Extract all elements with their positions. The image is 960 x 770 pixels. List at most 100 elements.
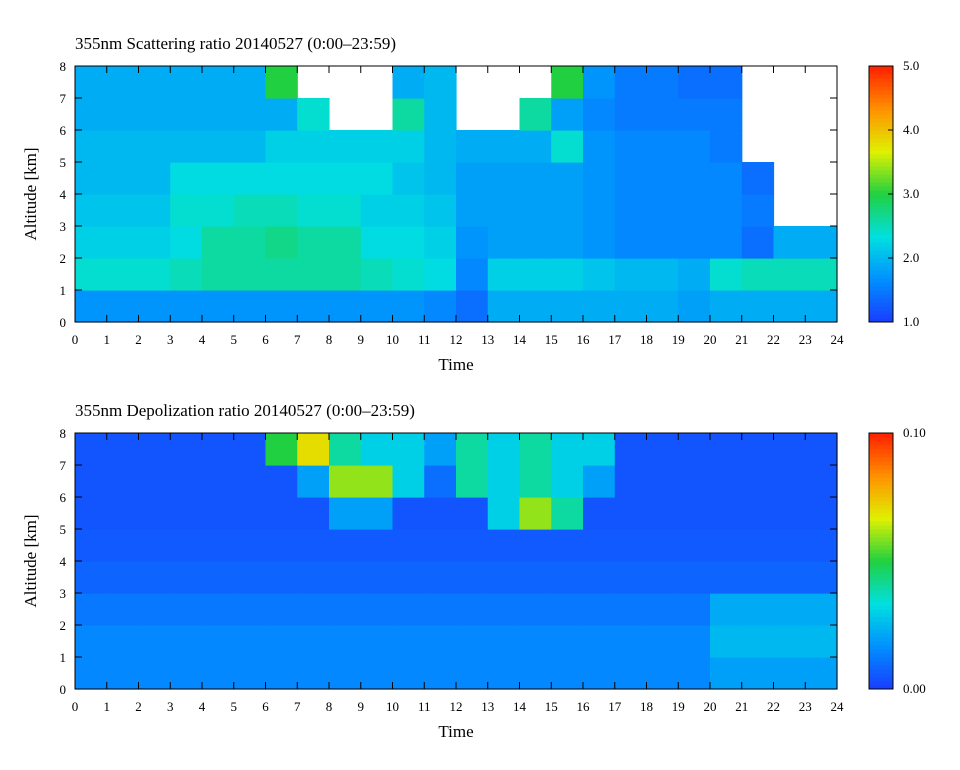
colorbar-tick-label: 0.10 <box>903 425 926 440</box>
heat-cell <box>392 66 425 99</box>
heat-cell <box>424 561 457 594</box>
x-tick-label: 6 <box>262 332 269 347</box>
x-tick-label: 13 <box>481 332 494 347</box>
heat-cell <box>202 561 235 594</box>
colorbar-swatch <box>869 114 893 119</box>
heat-cell <box>487 226 521 259</box>
heat-cell <box>170 593 203 626</box>
heat-cell <box>551 98 584 131</box>
heat-cell <box>138 561 171 594</box>
heat-cell <box>265 529 298 562</box>
x-tick-label: 18 <box>640 332 653 347</box>
colorbar-swatch <box>869 597 893 602</box>
colorbar-swatch <box>869 437 893 442</box>
colorbar-swatch <box>869 206 893 211</box>
colorbar-swatch <box>869 278 893 283</box>
heat-cell <box>202 258 235 291</box>
heat-cell <box>202 98 235 131</box>
colorbar-swatch <box>869 82 893 87</box>
heat-cell <box>773 497 806 530</box>
colorbar-swatch <box>869 102 893 107</box>
colorbar-swatch <box>869 222 893 227</box>
heat-cell <box>75 593 108 626</box>
heat-cell <box>710 66 743 99</box>
heat-cell <box>329 593 362 626</box>
x-tick-label: 14 <box>513 332 527 347</box>
heat-cell <box>170 625 203 658</box>
chart-title: 355nm Scattering ratio 20140527 (0:00–23… <box>75 34 396 53</box>
heat-cell <box>297 258 330 291</box>
heat-cell <box>773 433 806 466</box>
x-tick-label: 11 <box>418 332 431 347</box>
heat-cell <box>265 290 298 323</box>
colorbar-swatch <box>869 66 893 71</box>
heat-cell <box>614 657 648 690</box>
heat-cell <box>456 529 489 562</box>
colorbar-swatch <box>869 146 893 151</box>
heat-cell <box>456 433 489 466</box>
y-tick-label: 6 <box>60 490 67 505</box>
heat-cell <box>614 226 648 259</box>
heat-cell <box>614 625 648 658</box>
heat-cell <box>75 66 108 99</box>
heat-cell <box>170 290 203 323</box>
heat-cell <box>519 561 552 594</box>
heat-cell <box>360 433 394 466</box>
heat-cell <box>678 130 711 163</box>
heat-cell <box>456 258 489 291</box>
colorbar-swatch <box>869 653 893 658</box>
heat-cell <box>519 258 552 291</box>
colorbar-swatch <box>869 274 893 279</box>
heat-cell <box>106 465 140 498</box>
colorbar-tick-label: 0.00 <box>903 681 926 696</box>
heat-cell <box>678 226 711 259</box>
heat-cell <box>392 497 425 530</box>
colorbar-swatch <box>869 605 893 610</box>
heat-cell <box>233 433 267 466</box>
heat-cell <box>805 290 838 323</box>
heat-cell <box>646 465 679 498</box>
x-tick-label: 4 <box>199 332 206 347</box>
x-tick-label: 0 <box>72 699 79 714</box>
heat-cell <box>106 657 140 690</box>
heat-cell <box>741 593 775 626</box>
heat-cell <box>551 226 584 259</box>
colorbar-swatch <box>869 601 893 606</box>
heat-cell <box>678 593 711 626</box>
heat-cell <box>329 194 362 227</box>
x-tick-label: 17 <box>608 699 622 714</box>
colorbar-swatch <box>869 294 893 299</box>
heat-cell <box>265 98 298 131</box>
heat-cell <box>773 529 806 562</box>
y-tick-label: 7 <box>60 91 67 106</box>
heat-cell <box>106 162 140 195</box>
heat-cell <box>519 130 552 163</box>
colorbar-swatch <box>869 637 893 642</box>
heat-cell <box>202 66 235 99</box>
heat-cell <box>265 465 298 498</box>
heat-cell <box>329 226 362 259</box>
heat-cell <box>805 657 838 690</box>
colorbar-swatch <box>869 433 893 438</box>
heat-cell <box>170 433 203 466</box>
heat-cell <box>392 625 425 658</box>
heat-cell <box>456 625 489 658</box>
heat-cell <box>75 194 108 227</box>
heat-cell <box>551 290 584 323</box>
heat-cell <box>614 465 648 498</box>
x-tick-label: 15 <box>545 332 558 347</box>
x-tick-label: 12 <box>450 699 463 714</box>
heat-cell <box>360 529 394 562</box>
colorbar-swatch <box>869 469 893 474</box>
heat-cell <box>329 258 362 291</box>
heat-cell <box>773 657 806 690</box>
x-tick-label: 3 <box>167 699 174 714</box>
heat-cell <box>710 98 743 131</box>
heat-cell <box>424 529 457 562</box>
heat-cell <box>424 465 457 498</box>
heat-cell <box>456 162 489 195</box>
heat-cell <box>265 433 298 466</box>
heat-cell <box>614 66 648 99</box>
heat-cell <box>741 529 775 562</box>
colorbar-swatch <box>869 138 893 143</box>
